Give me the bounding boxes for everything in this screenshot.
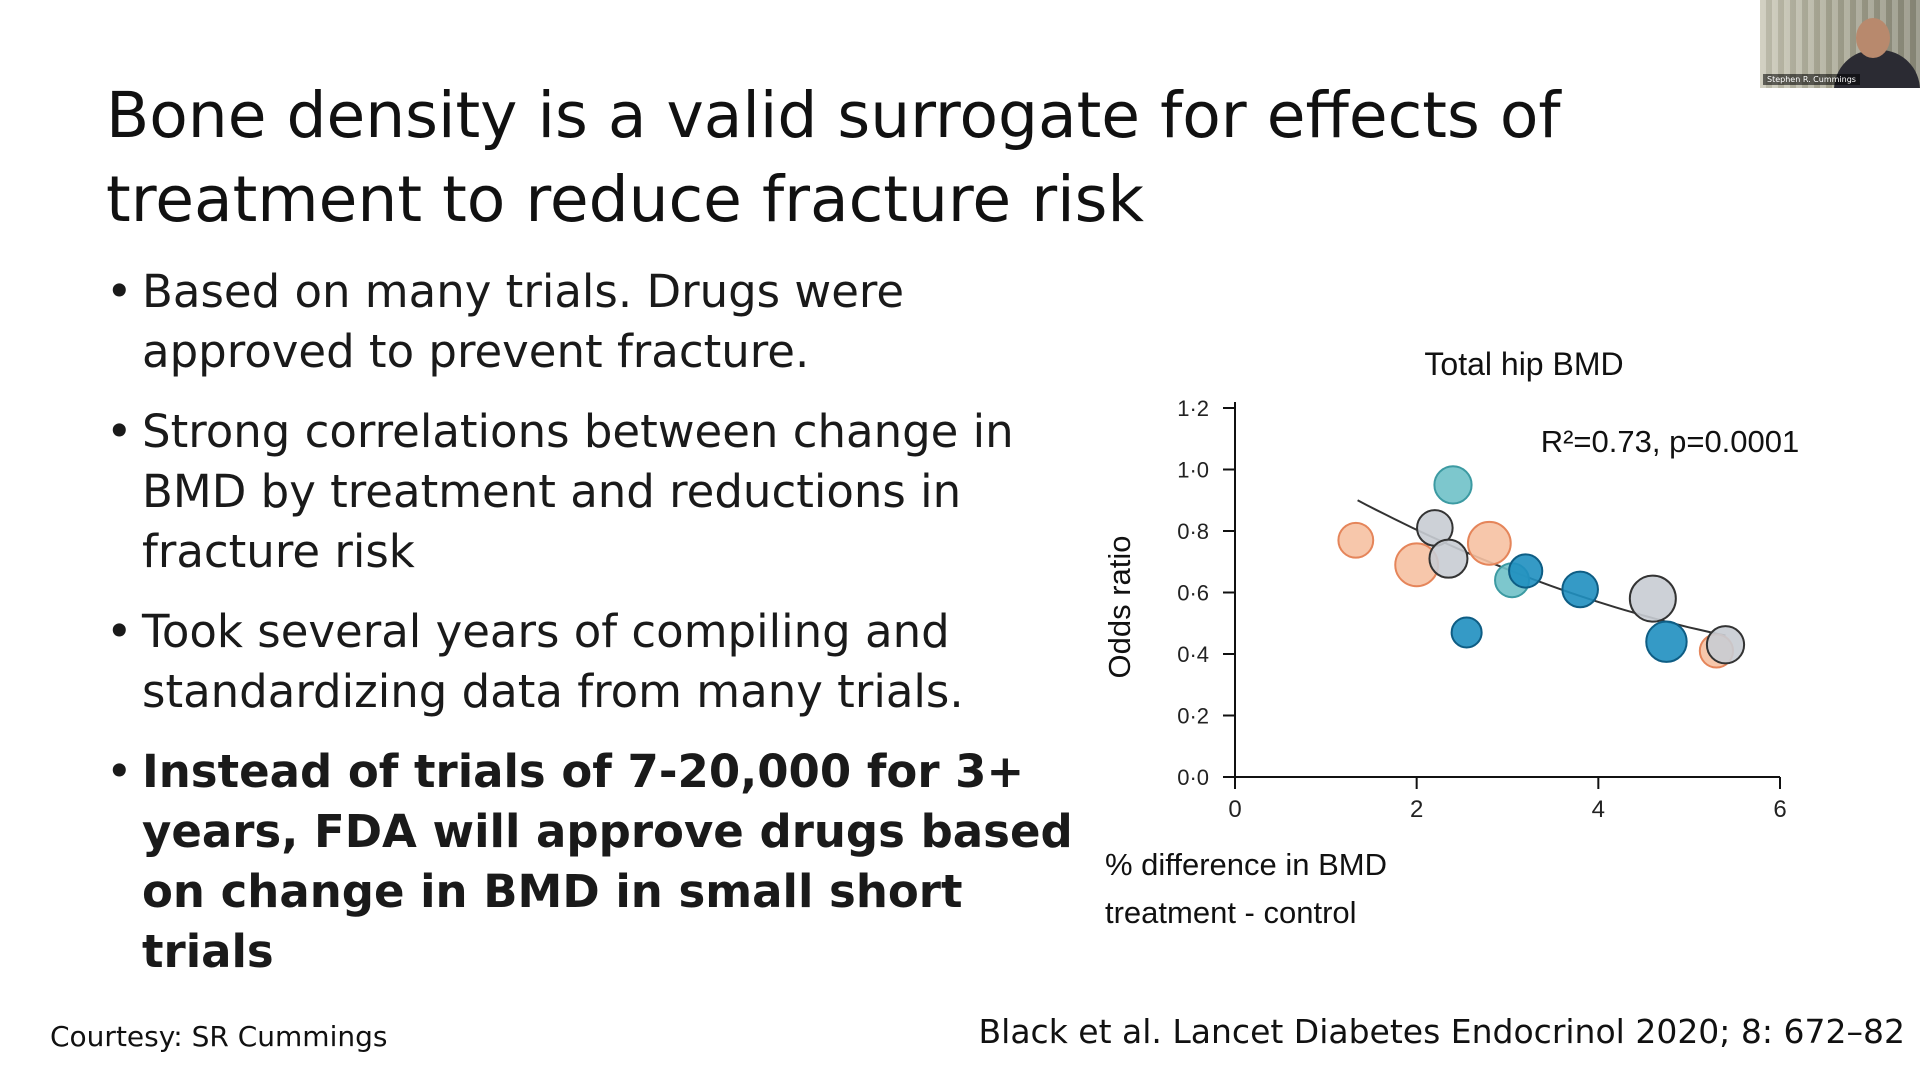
bullet-dot: •	[106, 405, 133, 458]
y-tick-label: 0·2	[1177, 704, 1209, 729]
slide-title: Bone density is a valid surrogate for ef…	[106, 79, 1561, 236]
x-tick-label: 6	[1773, 796, 1786, 823]
data-point	[1450, 616, 1483, 649]
scatter-chart: Total hip BMD R²=0.73, p=0.0001 Odds rat…	[1090, 345, 1850, 945]
data-point	[1466, 520, 1512, 566]
webcam-thumbnail[interactable]: Stephen R. Cummings	[1760, 0, 1920, 88]
y-axis-label: Odds ratio	[1102, 535, 1137, 678]
bullet-text: Based on many trials. Drugs were approve…	[142, 265, 905, 378]
bullet-dot: •	[106, 605, 133, 658]
webcam-name-tag: Stephen R. Cummings	[1763, 74, 1860, 85]
data-point	[1433, 465, 1473, 505]
citation: Black et al. Lancet Diabetes Endocrinol …	[978, 1012, 1905, 1051]
x-tick-label: 4	[1592, 796, 1605, 823]
points-layer	[1337, 465, 1746, 669]
x-axis-label-line2: treatment - control	[1105, 895, 1357, 930]
data-point	[1628, 574, 1677, 623]
x-axis-label-line1: % difference in BMD	[1105, 847, 1387, 882]
bullet-item: • Took several years of compiling and st…	[106, 602, 1106, 722]
bullet-list: • Based on many trials. Drugs were appro…	[106, 262, 1106, 1002]
bullet-text: Took several years of compiling and stan…	[142, 605, 964, 718]
y-tick-label: 0·6	[1177, 581, 1209, 606]
chart-annotation: R²=0.73, p=0.0001	[1541, 424, 1800, 459]
data-point	[1645, 620, 1688, 663]
bullet-dot: •	[106, 745, 133, 798]
y-tick-label: 0·0	[1177, 765, 1209, 790]
y-tick-label: 0·8	[1177, 519, 1209, 544]
bullet-item: • Strong correlations between change in …	[106, 402, 1106, 582]
chart-axes: 0·0 0·2 0·4 0·6 0·8 1·0 1·2 0 2 4 6	[1177, 396, 1786, 823]
data-point	[1705, 625, 1746, 665]
y-tick-label: 1·0	[1177, 458, 1209, 483]
bullet-item: • Based on many trials. Drugs were appro…	[106, 262, 1106, 382]
chart-title: Total hip BMD	[1424, 346, 1623, 382]
data-point	[1428, 538, 1469, 579]
bullet-text: Strong correlations between change in BM…	[142, 405, 1014, 578]
y-tick-label: 0·4	[1177, 642, 1209, 667]
presenter-head	[1856, 18, 1890, 58]
x-tick-label: 0	[1228, 796, 1241, 823]
bullet-dot: •	[106, 265, 133, 318]
courtesy-note: Courtesy: SR Cummings	[50, 1020, 388, 1053]
y-tick-label: 1·2	[1177, 396, 1209, 421]
data-point	[1561, 570, 1599, 609]
chart-svg: Total hip BMD R²=0.73, p=0.0001 Odds rat…	[1102, 346, 1800, 930]
data-point	[1337, 521, 1375, 559]
x-tick-label: 2	[1410, 796, 1423, 823]
data-point	[1508, 553, 1544, 589]
bullet-text: Instead of trials of 7-20,000 for 3+ yea…	[142, 745, 1073, 978]
bullet-item-emphasis: • Instead of trials of 7-20,000 for 3+ y…	[106, 742, 1106, 982]
